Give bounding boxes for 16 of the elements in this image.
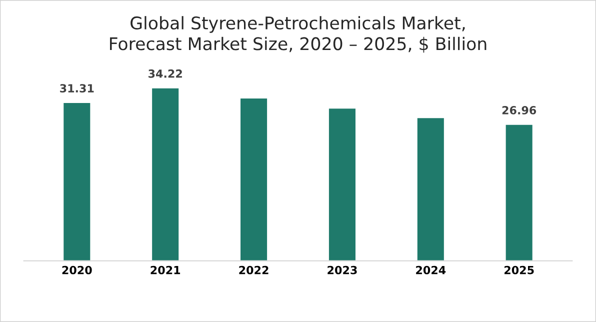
data-label: 26.96 — [502, 106, 536, 114]
x-tick-label: 2024 — [416, 266, 446, 274]
data-label: 31.31 — [60, 84, 94, 93]
x-tick-label: 2022 — [239, 266, 268, 274]
x-tick-label: 2021 — [150, 266, 180, 274]
bar — [328, 108, 356, 261]
bar — [152, 88, 179, 261]
data-label: 34.22 — [148, 69, 182, 78]
chart-title: Global Styrene-Petrochemicals Market, Forecast Market Size, 2020 – 2025, $ Billion — [110, 16, 486, 53]
bar — [240, 98, 268, 261]
bar — [64, 102, 90, 261]
bar — [417, 118, 444, 261]
x-tick-label: 2023 — [328, 266, 357, 274]
x-tick-label: 2025 — [504, 266, 534, 274]
bar — [506, 124, 532, 261]
x-tick-label: 2020 — [62, 266, 92, 274]
